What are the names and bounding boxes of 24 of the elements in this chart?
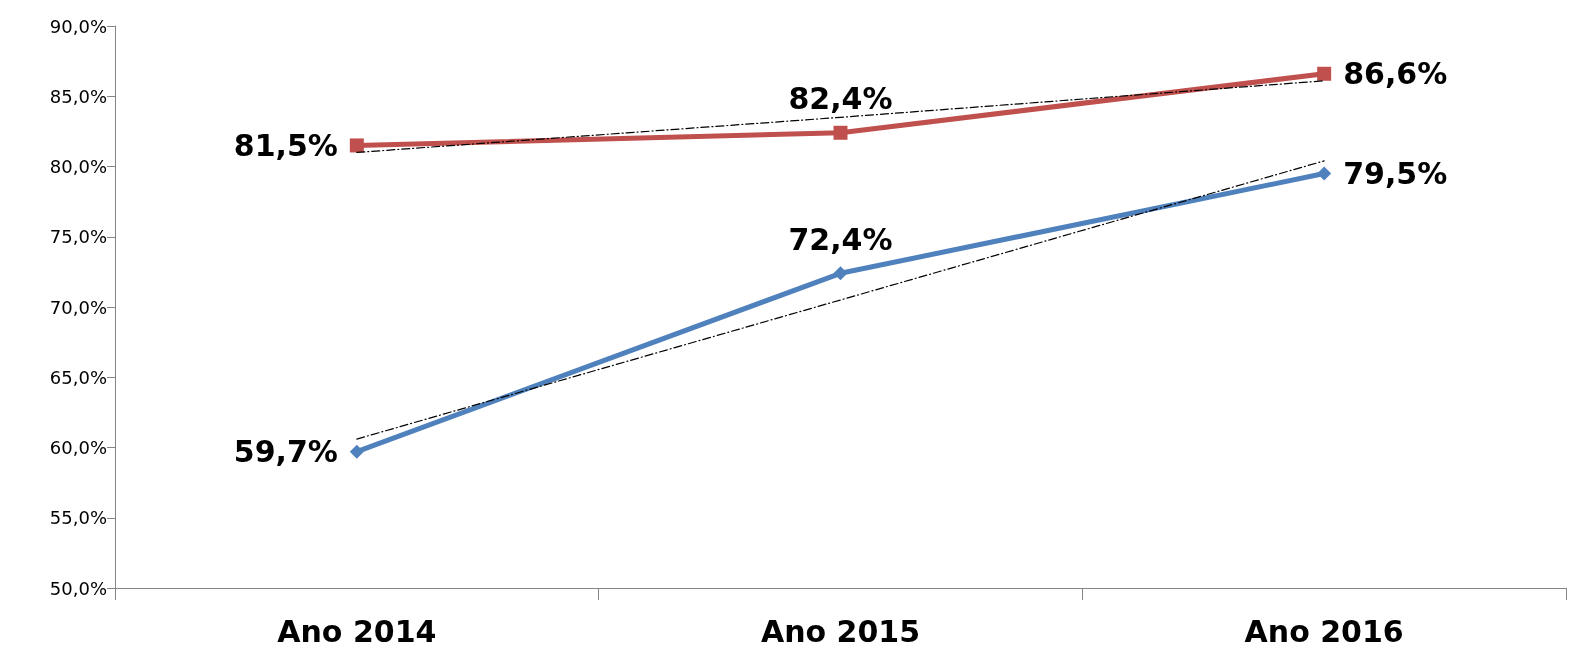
point [1317, 166, 1332, 181]
data-label: 82,4% [788, 81, 893, 117]
point [833, 266, 848, 281]
point [833, 125, 848, 140]
y-tick-label: 80,0% [49, 156, 107, 177]
data-label: 81,5% [233, 127, 338, 163]
point [349, 138, 364, 153]
x-tick-label: Ano 2014 [277, 613, 437, 649]
point [349, 444, 364, 459]
y-tick-label: 75,0% [49, 226, 107, 248]
y-tick-label: 70,0% [49, 296, 107, 318]
data-label: 79,5% [1343, 156, 1448, 192]
y-tick-label: 50,0% [49, 577, 107, 599]
data-label: 72,4% [788, 221, 893, 257]
y-tick-label: 90,0% [49, 15, 107, 37]
point [1317, 66, 1332, 81]
y-tick-label: 85,0% [49, 85, 107, 107]
x-tick-label: Ano 2016 [1244, 613, 1404, 649]
y-tick-label: 65,0% [49, 366, 107, 388]
y-tick-label: 55,0% [49, 507, 107, 529]
x-tick-label: Ano 2015 [760, 613, 921, 649]
y-tick-label: 60,0% [49, 437, 107, 458]
data-label: 86,6% [1343, 56, 1448, 92]
data-label: 59,7% [233, 434, 338, 470]
